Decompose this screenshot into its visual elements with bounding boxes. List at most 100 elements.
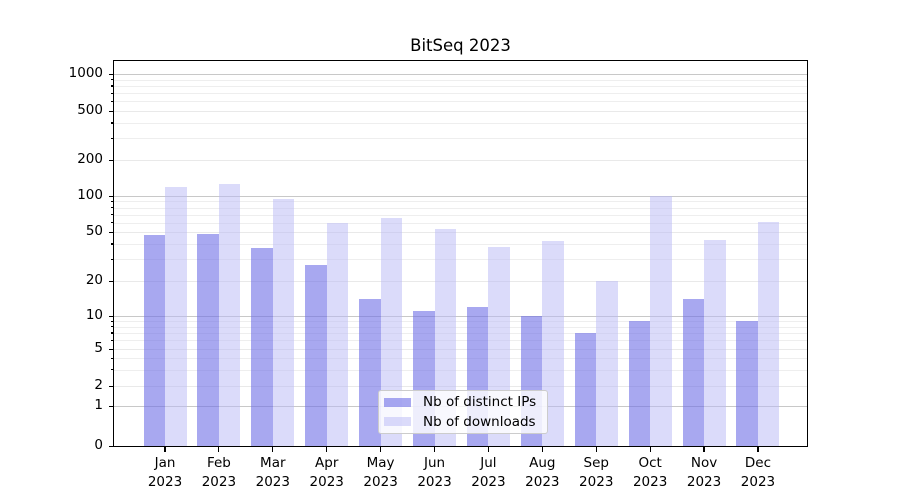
y-tick-label: 0 xyxy=(94,437,103,453)
gridline-minor xyxy=(114,259,807,261)
x-tick-mark xyxy=(272,447,274,452)
gridline-minor xyxy=(114,358,807,359)
x-tick-mark xyxy=(487,447,490,452)
y-tick-mark xyxy=(108,348,113,350)
gridline-minor xyxy=(114,85,807,87)
bar-distinct-ips-nov xyxy=(682,299,705,446)
gridline-minor xyxy=(114,340,807,342)
y-tick-label: 100 xyxy=(77,187,103,203)
bar-downloads-apr xyxy=(326,222,349,446)
bar-distinct-ips-feb xyxy=(197,234,219,446)
gridline-minor xyxy=(114,222,807,224)
x-tick-mark xyxy=(757,447,759,452)
x-tick-year: 2023 xyxy=(471,474,506,490)
gridline-minor xyxy=(114,326,807,328)
x-tick-label-jun: Jun 2023 xyxy=(400,454,470,492)
x-tick-label-may: May 2023 xyxy=(346,454,416,492)
y-tick-label: 20 xyxy=(85,272,103,288)
x-tick-year: 2023 xyxy=(525,474,560,490)
legend-swatch-downloads xyxy=(384,417,411,427)
chart-title: BitSeq 2023 xyxy=(410,36,511,55)
bar-downloads-oct xyxy=(650,196,672,446)
gridline-major xyxy=(114,316,807,317)
y-tick-label: 200 xyxy=(77,151,103,167)
gridline-minor xyxy=(114,349,807,350)
x-tick-year: 2023 xyxy=(309,474,344,490)
x-tick-mark xyxy=(433,447,436,452)
x-tick-label-apr: Apr 2023 xyxy=(292,454,362,492)
y-tick-label: 2 xyxy=(94,377,103,393)
bar-downloads-feb xyxy=(218,184,241,446)
x-tick-year: 2023 xyxy=(740,474,776,490)
y-minor-tick-mark xyxy=(110,222,113,224)
y-minor-tick-mark xyxy=(110,320,113,322)
x-tick-label-feb: Feb 2023 xyxy=(184,454,254,492)
bar-distinct-ips-mar xyxy=(251,248,273,446)
gridline-minor xyxy=(114,201,807,203)
x-tick-label-jul: Jul 2023 xyxy=(453,454,523,492)
x-tick-year: 2023 xyxy=(632,474,668,490)
x-tick-year: 2023 xyxy=(417,474,452,490)
gridline-minor xyxy=(114,79,807,81)
bar-distinct-ips-dec xyxy=(736,321,758,446)
gridline-minor xyxy=(114,214,807,216)
gridline-minor xyxy=(114,207,807,209)
x-tick-mark xyxy=(326,447,328,452)
y-minor-tick-mark xyxy=(110,258,113,260)
bar-downloads-may xyxy=(380,217,403,446)
gridline-minor xyxy=(114,93,807,95)
gridline-minor xyxy=(114,232,807,233)
gridline-minor xyxy=(114,321,807,323)
bar-downloads-jan xyxy=(165,186,187,446)
x-tick-label-sep: Sep 2023 xyxy=(561,454,631,492)
y-minor-tick-mark xyxy=(110,339,113,341)
x-tick-mark xyxy=(703,447,705,452)
x-tick-label-jan: Jan 2023 xyxy=(130,454,200,492)
y-tick-mark xyxy=(108,445,113,447)
x-tick-mark xyxy=(218,447,220,452)
y-minor-tick-mark xyxy=(110,200,113,203)
legend-item-downloads: Nb of downloads xyxy=(384,413,547,430)
bar-distinct-ips-may xyxy=(359,299,381,446)
legend: Nb of distinct IPs Nb of downloads xyxy=(378,390,548,434)
y-tick-mark xyxy=(108,73,113,75)
legend-label-downloads: Nb of downloads xyxy=(423,413,536,430)
y-minor-tick-mark xyxy=(110,369,113,371)
y-tick-label: 1 xyxy=(94,397,103,413)
gridline-minor xyxy=(114,369,807,371)
y-tick-label: 500 xyxy=(77,102,103,118)
gridline-minor xyxy=(114,332,807,334)
bar-downloads-nov xyxy=(704,240,726,446)
y-tick-mark xyxy=(108,195,113,197)
gridline-minor xyxy=(114,122,807,124)
y-minor-tick-mark xyxy=(110,85,113,87)
x-tick-mark xyxy=(595,447,597,452)
bar-distinct-ips-oct xyxy=(628,321,651,446)
bar-distinct-ips-apr xyxy=(305,264,327,446)
x-tick-year: 2023 xyxy=(579,474,614,490)
plot-area: 0 1 2 5 10 20 50 100 200 500 1000 Jan 2023 Feb 2023 Mar… xyxy=(69,60,808,490)
y-minor-tick-mark xyxy=(110,207,113,209)
y-minor-tick-mark xyxy=(110,214,113,216)
gridline-minor xyxy=(114,111,807,112)
bar-distinct-ips-sep xyxy=(574,332,597,446)
y-tick-label: 1000 xyxy=(68,65,103,81)
y-minor-tick-mark xyxy=(110,122,113,124)
x-tick-mark xyxy=(541,447,543,452)
legend-label-distinct-ips: Nb of distinct IPs xyxy=(423,394,537,411)
x-tick-mark xyxy=(164,447,166,452)
bar-distinct-ips-jan xyxy=(143,235,165,446)
x-tick-mark xyxy=(649,447,651,452)
x-tick-label-dec: Dec 2023 xyxy=(723,454,793,492)
gridline-minor xyxy=(114,281,807,282)
legend-swatch-distinct-ips xyxy=(384,397,411,407)
y-minor-tick-mark xyxy=(110,92,113,94)
gridline-major xyxy=(114,196,807,197)
y-tick-mark xyxy=(108,159,113,161)
bar-downloads-dec xyxy=(757,221,780,446)
gridline-minor xyxy=(114,160,807,161)
y-tick-mark xyxy=(108,385,113,387)
y-tick-label: 5 xyxy=(94,340,103,356)
x-tick-year: 2023 xyxy=(363,474,398,490)
gridline-minor xyxy=(114,386,807,387)
